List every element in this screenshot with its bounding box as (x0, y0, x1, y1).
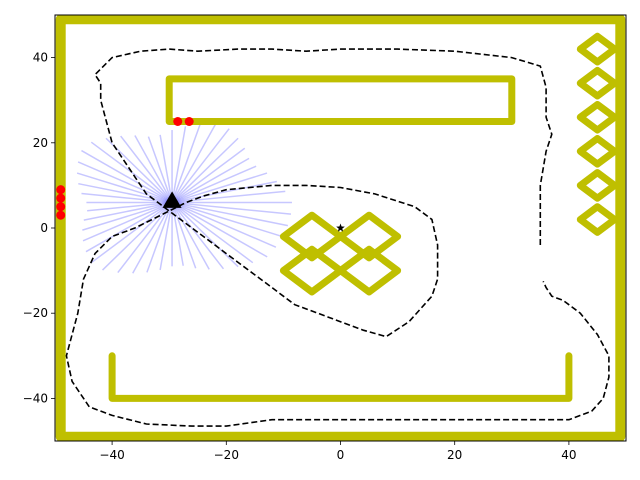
robot-marker (162, 191, 182, 208)
wall-right-diamond-3 (576, 101, 619, 134)
wall-top-bar (165, 75, 516, 125)
axes: −40 −20 0 20 40 −40 −20 0 20 40 (23, 51, 577, 462)
x-tick-label: −40 (99, 448, 124, 462)
wall-cross-diamond-ul (279, 211, 344, 262)
sensor-ray (102, 201, 173, 271)
sensor-ray (120, 135, 173, 203)
wall-boundary (55, 15, 626, 441)
sensor-ray (90, 201, 173, 264)
sensor-ray (171, 157, 250, 204)
sensor-ray (81, 192, 173, 204)
path-line (65, 48, 610, 427)
sensor-ray (76, 172, 173, 204)
wall-right-diamond-4 (576, 135, 619, 168)
wall-bottom-u (108, 352, 573, 402)
hit-point (184, 117, 194, 126)
wall-cross-diamond-lr (337, 245, 402, 296)
wall-cross-diamond-ur (337, 211, 402, 262)
sensor-ray (83, 201, 173, 221)
wall-right-diamond-2 (576, 66, 619, 100)
plot-area (55, 15, 626, 441)
sensor-ray (171, 172, 268, 204)
sensor-ray (82, 201, 173, 231)
sensor-ray (171, 180, 277, 204)
sensor-ray (171, 124, 201, 203)
sensor-ray (171, 201, 254, 264)
y-tick-label: −20 (23, 306, 48, 320)
y-tick-label: 20 (33, 136, 48, 150)
wall-right-diamond-5 (576, 169, 619, 202)
sensor-ray (171, 202, 184, 266)
hit-point (56, 193, 66, 203)
sensor-ray (171, 123, 217, 203)
sensor-ray (85, 201, 173, 253)
sensor-ray (146, 202, 173, 273)
sensor-ray (78, 182, 173, 204)
wall-right-diamond-6 (576, 203, 619, 236)
sensor-ray (159, 134, 173, 203)
hit-point (56, 202, 66, 212)
x-tick-label: 20 (447, 448, 462, 462)
sensor-ray (171, 201, 284, 238)
sensor-ray (134, 135, 173, 203)
sensor-ray (171, 128, 230, 203)
y-tick-label: −40 (23, 391, 48, 405)
sensor-ray (171, 201, 225, 270)
target-star (336, 223, 345, 232)
x-tick-label: −20 (214, 448, 239, 462)
sensor-ray (171, 201, 277, 248)
x-tick-label: 40 (561, 448, 576, 462)
wall-cross-diamond-ll (279, 245, 344, 296)
sensor-ray (147, 136, 173, 203)
sensor-ray (171, 126, 187, 203)
sensor-ray (159, 202, 173, 271)
sensor-ray (171, 201, 292, 215)
sensor-ray (87, 201, 173, 212)
sensor-ray (77, 161, 173, 204)
sensor-ray (171, 165, 257, 204)
sensor-ray (171, 202, 197, 269)
sensor-ray (81, 149, 173, 204)
y-tick-label: 0 (40, 221, 48, 235)
sensor-ray (171, 201, 268, 258)
wall-right-diamond-1 (576, 32, 619, 66)
hit-point (56, 185, 66, 195)
sensor-ray (171, 147, 246, 204)
sensor-ray (171, 137, 239, 203)
sensor-ray (132, 202, 173, 274)
hit-point (56, 210, 66, 220)
sensor-ray (82, 201, 173, 242)
y-tick-label: 40 (33, 51, 48, 65)
sensor-ray (171, 201, 289, 227)
x-tick-label: 0 (337, 448, 345, 462)
sensor-ray (171, 201, 239, 268)
hit-point (173, 117, 183, 126)
sensor-ray (171, 202, 210, 270)
